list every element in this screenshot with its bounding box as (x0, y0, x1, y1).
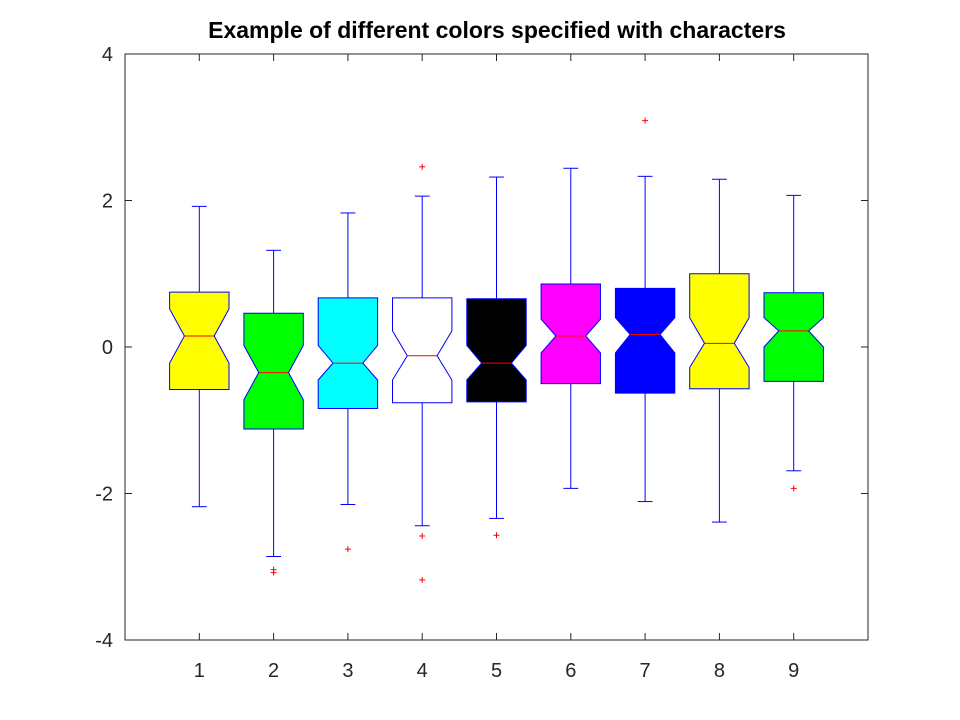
box-group-7 (614, 117, 676, 503)
box-group-5 (466, 176, 527, 539)
x-tick-label: 4 (417, 660, 428, 682)
notched-box (763, 292, 824, 382)
notched-box (466, 298, 527, 403)
x-tick-label: 2 (268, 660, 279, 682)
box-group-8 (689, 178, 750, 523)
y-tick-label: 2 (102, 191, 113, 213)
box-group-9 (763, 194, 824, 492)
notched-box (243, 312, 304, 430)
boxes (169, 117, 824, 583)
outlier-marker (493, 532, 500, 539)
x-tick-label: 3 (342, 660, 353, 682)
y-axis: -4 -2 0 2 4 (95, 44, 868, 652)
chart-title: Example of different colors specified wi… (208, 17, 786, 43)
box-group-1 (169, 205, 230, 508)
box-group-2 (243, 249, 304, 576)
x-tick-label: 5 (491, 660, 502, 682)
outlier-marker (344, 546, 351, 553)
notched-box (169, 291, 230, 390)
outlier-marker (790, 485, 797, 492)
box-group-4 (392, 163, 453, 583)
box-group-3 (317, 212, 379, 553)
outlier-marker (642, 117, 649, 124)
y-tick-label: -2 (95, 484, 113, 506)
outlier-marker (419, 532, 426, 539)
y-tick-label: 0 (102, 337, 113, 359)
outlier-marker (419, 576, 426, 583)
x-tick-label: 1 (194, 660, 205, 682)
notched-box (317, 297, 379, 409)
notched-box (689, 273, 750, 390)
y-tick-label: -4 (95, 630, 113, 652)
x-tick-label: 6 (565, 660, 576, 682)
x-tick-label: 9 (788, 660, 799, 682)
outlier-marker (270, 569, 277, 576)
notched-box (614, 287, 676, 394)
x-axis: 1 2 3 4 5 6 7 8 9 (194, 54, 799, 682)
notched-box (540, 283, 601, 385)
x-tick-label: 8 (714, 660, 725, 682)
y-tick-label: 4 (102, 44, 113, 66)
outlier-marker (419, 163, 426, 170)
x-tick-label: 7 (640, 660, 651, 682)
plot-area: -4 -2 0 2 4 1 2 3 4 5 6 7 8 9 (95, 44, 869, 682)
notched-box (392, 297, 453, 404)
box-group-6 (540, 167, 601, 489)
